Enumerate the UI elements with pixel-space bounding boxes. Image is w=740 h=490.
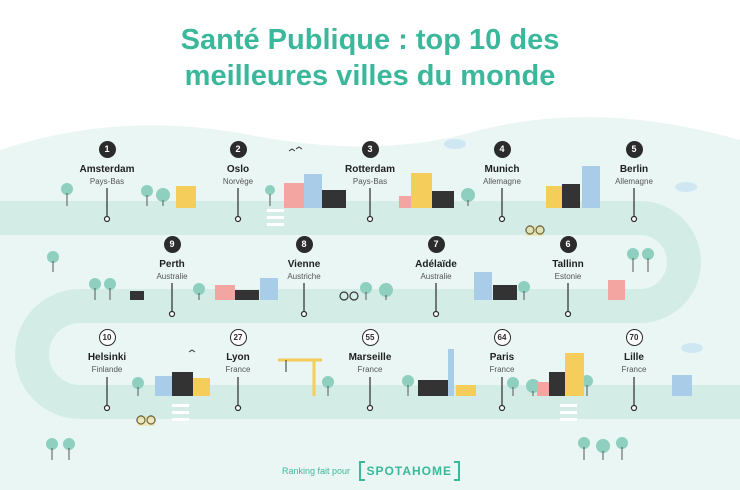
city-card-tallinn: 6 Tallinn Estonie <box>513 236 623 282</box>
page-title: Santé Publique : top 10 des meilleures v… <box>0 22 740 94</box>
city-name: Lille <box>623 352 644 363</box>
winding-road <box>0 201 740 419</box>
bicycle-icons <box>136 225 545 425</box>
city-country: Allemagne <box>615 177 653 186</box>
title-line-2: meilleures villes du monde <box>184 60 556 92</box>
rank-badge: 7 <box>427 236 445 253</box>
city-country: Norvège <box>222 177 254 186</box>
bicycle-lane-marks <box>137 226 544 426</box>
city-card-munich: 4 Munich Allemagne <box>447 141 557 187</box>
city-card-oslo: 2 Oslo Norvège <box>183 141 293 187</box>
city-name: Amsterdam <box>79 164 135 175</box>
city-country: France <box>489 365 515 374</box>
crane-icon <box>278 358 322 396</box>
title-line-1: Santé Publique : top 10 des <box>180 24 560 56</box>
buildings-row-2 <box>130 272 625 300</box>
city-country: Estonie <box>554 272 582 281</box>
footer: Ranking fait pour SPOTAHOME <box>0 461 740 481</box>
city-name: Oslo <box>226 164 250 175</box>
rank-badge: 9 <box>163 236 181 253</box>
rank-badge: 4 <box>493 141 511 158</box>
city-card-paris: 64 Paris France <box>447 329 557 375</box>
city-country: Allemagne <box>483 177 521 186</box>
buildings-row-3 <box>155 349 692 396</box>
city-name: Vienne <box>287 259 321 270</box>
city-card-adelaide: 7 Adélaïde Australie <box>381 236 491 282</box>
city-country: Australie <box>156 272 188 281</box>
city-card-rotterdam: 3 Rotterdam Pays-Bas <box>315 141 425 187</box>
crosswalk-3 <box>560 404 577 421</box>
rank-badge: 6 <box>559 236 577 253</box>
city-name: Adélaïde <box>415 259 457 270</box>
city-card-lyon: 27 Lyon France <box>183 329 293 375</box>
city-name: Rotterdam <box>344 164 395 175</box>
city-name: Munich <box>484 164 520 175</box>
spotahome-logo: SPOTAHOME <box>358 461 461 481</box>
city-name: Helsinki <box>87 352 127 363</box>
rank-badge: 27 <box>229 329 247 346</box>
city-country: Austriche <box>287 272 321 281</box>
rank-badge: 64 <box>493 329 511 346</box>
city-name: Paris <box>489 352 515 363</box>
city-card-amsterdam: 1 Amsterdam Pays-Bas <box>52 141 162 187</box>
city-card-marseille: 55 Marseille France <box>315 329 425 375</box>
city-name: Tallinn <box>552 259 584 270</box>
city-country: France <box>225 365 251 374</box>
city-card-berlin: 5 Berlin Allemagne <box>579 141 689 187</box>
city-card-vienne: 8 Vienne Austriche <box>249 236 359 282</box>
city-country: France <box>357 365 383 374</box>
city-country: Finlande <box>91 365 123 374</box>
city-name: Perth <box>159 259 185 270</box>
buildings-row-1 <box>176 166 600 208</box>
city-name: Berlin <box>619 164 649 175</box>
cloud-icons <box>444 139 703 353</box>
city-card-lille: 70 Lille France <box>579 329 689 375</box>
crosswalk-1 <box>267 209 284 226</box>
rank-badge: 55 <box>361 329 379 346</box>
rank-badge: 1 <box>98 141 116 158</box>
rank-badge: 5 <box>625 141 643 158</box>
tree-icons <box>46 183 654 460</box>
city-card-helsinki: 10 Helsinki Finlande <box>52 329 162 375</box>
city-country: Australie <box>420 272 452 281</box>
city-card-perth: 9 Perth Australie <box>117 236 227 282</box>
rank-badge: 8 <box>295 236 313 253</box>
crosswalk-2 <box>172 404 189 421</box>
rank-badge: 10 <box>98 329 116 346</box>
rank-badge: 70 <box>625 329 643 346</box>
city-country: Pays-Bas <box>352 177 388 186</box>
bird-icons <box>188 146 303 353</box>
city-name: Marseille <box>348 352 392 363</box>
city-name: Lyon <box>226 352 250 363</box>
footer-text: Ranking fait pour <box>281 466 351 476</box>
city-country: Pays-Bas <box>89 177 125 186</box>
rank-badge: 3 <box>361 141 379 158</box>
city-marker-poles <box>103 188 638 412</box>
city-country: France <box>621 365 647 374</box>
rank-badge: 2 <box>229 141 247 158</box>
